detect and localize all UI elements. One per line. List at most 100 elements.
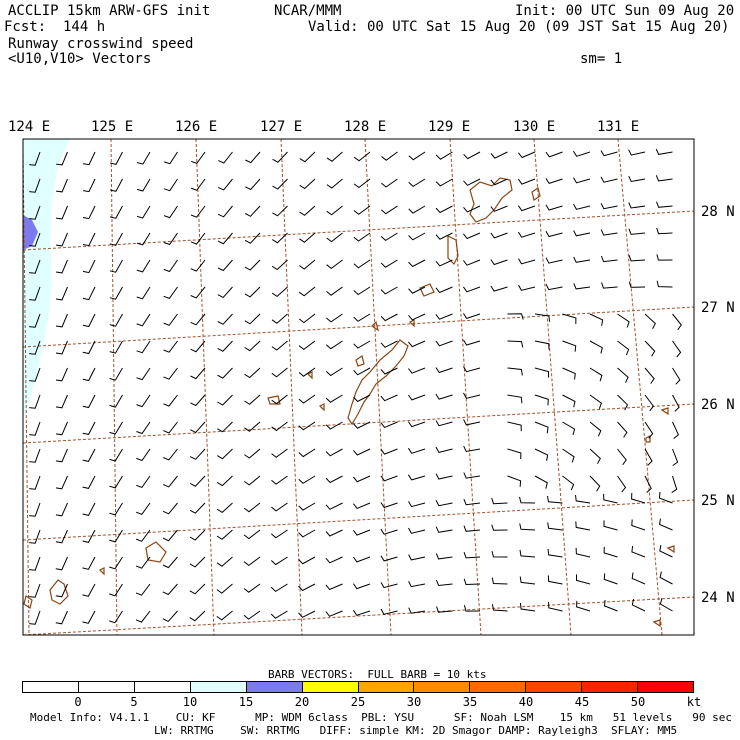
wind-barb xyxy=(298,367,316,377)
wind-barb xyxy=(29,178,41,193)
wind-barb xyxy=(299,151,316,163)
wind-barb xyxy=(136,178,151,192)
wind-barb xyxy=(656,227,673,235)
wind-barb xyxy=(29,583,41,598)
wind-barb xyxy=(603,493,618,504)
wind-barb xyxy=(631,492,646,504)
wind-barb xyxy=(299,232,316,243)
wind-barb xyxy=(463,578,481,586)
wind-barb xyxy=(55,313,68,328)
wind-barb xyxy=(617,367,629,383)
wind-barb xyxy=(644,421,654,439)
wind-barb xyxy=(298,610,316,618)
wind-barb xyxy=(163,421,178,434)
wind-barb xyxy=(671,475,678,494)
wind-barb xyxy=(270,610,288,619)
wind-barb xyxy=(435,313,453,320)
wind-barb xyxy=(658,492,673,504)
wind-barb xyxy=(352,556,371,563)
wind-barb xyxy=(243,556,261,567)
wind-barb xyxy=(189,610,206,622)
wind-barb xyxy=(435,446,453,453)
wind-barb xyxy=(162,610,178,623)
wind-barb xyxy=(29,421,41,436)
forecast-hour: Fcst: 144 h xyxy=(4,19,106,35)
wind-barb xyxy=(29,610,41,625)
wind-barb xyxy=(353,448,371,456)
wind-barb xyxy=(298,448,316,458)
wind-barb xyxy=(435,259,453,267)
wind-barb xyxy=(435,420,453,427)
wind-barb xyxy=(490,232,508,239)
wind-barb xyxy=(617,313,630,328)
wind-barb xyxy=(298,286,316,297)
wind-barb xyxy=(163,313,178,326)
wind-barb xyxy=(271,313,288,324)
wind-barb xyxy=(136,448,151,462)
wind-barb xyxy=(29,259,41,274)
wind-barb xyxy=(56,286,68,301)
wind-barb xyxy=(644,313,656,330)
wind-barb xyxy=(82,367,96,382)
wind-barb xyxy=(408,151,426,161)
wind-barb xyxy=(56,259,68,274)
wind-barb xyxy=(325,448,343,457)
wind-barb xyxy=(672,448,679,467)
wind-barb xyxy=(631,572,646,585)
wind-barb xyxy=(326,286,343,296)
wind-barb xyxy=(243,502,261,513)
wind-barb xyxy=(381,151,398,161)
wind-barb xyxy=(655,175,673,182)
wind-barb xyxy=(380,475,398,482)
wind-barb xyxy=(507,448,522,460)
wind-barb xyxy=(299,259,316,270)
wind-barb xyxy=(380,232,398,242)
wind-barb xyxy=(55,529,68,544)
lat-label-25: 25 N xyxy=(701,493,735,509)
wind-barb xyxy=(589,340,603,354)
wind-barb xyxy=(589,448,601,465)
wind-barb xyxy=(82,556,96,570)
wind-barb xyxy=(407,421,426,428)
okinawa-island xyxy=(347,339,409,426)
wind-barb xyxy=(109,421,123,435)
scale-unit: kt xyxy=(686,695,702,709)
wind-barb xyxy=(29,502,41,517)
wind-barb xyxy=(408,232,426,241)
wind-barb xyxy=(109,151,123,165)
wind-barb xyxy=(435,579,453,587)
wind-barb xyxy=(245,151,261,164)
wind-barb xyxy=(463,445,481,453)
wind-barb xyxy=(603,599,618,612)
wind-barb xyxy=(271,502,288,512)
wind-barb xyxy=(109,556,123,570)
wind-barb xyxy=(519,496,536,504)
vector-name: <U10,V10> Vectors xyxy=(8,51,152,67)
wind-barb xyxy=(216,556,233,567)
wind-barb xyxy=(325,475,343,484)
wind-barb xyxy=(136,421,151,435)
wind-barb xyxy=(271,259,288,271)
wind-barb xyxy=(29,448,41,463)
wind-barb xyxy=(507,394,523,404)
wind-barb xyxy=(576,574,591,585)
wind-barb xyxy=(163,394,178,407)
wind-barb xyxy=(617,475,627,493)
wind-barb xyxy=(463,259,481,266)
wind-barb xyxy=(656,254,673,261)
wind-barb xyxy=(29,232,41,247)
wind-barb xyxy=(82,529,96,543)
wind-barb xyxy=(55,340,68,355)
model-info-line2: LW: RRTMG SW: RRTMG DIFF: simple KM: 2D … xyxy=(154,724,678,737)
barb-legend-title: BARB VECTORS: FULL BARB = 10 kts xyxy=(268,668,487,681)
wind-barb xyxy=(190,421,206,434)
wind-barb xyxy=(562,340,577,352)
wind-barb xyxy=(244,421,261,432)
wind-barb xyxy=(435,232,453,240)
wind-barb xyxy=(547,548,563,558)
lon-label-131: 131 E xyxy=(597,119,640,135)
wind-barb xyxy=(298,313,316,324)
wind-barb xyxy=(325,394,343,403)
wind-barb xyxy=(589,367,603,382)
